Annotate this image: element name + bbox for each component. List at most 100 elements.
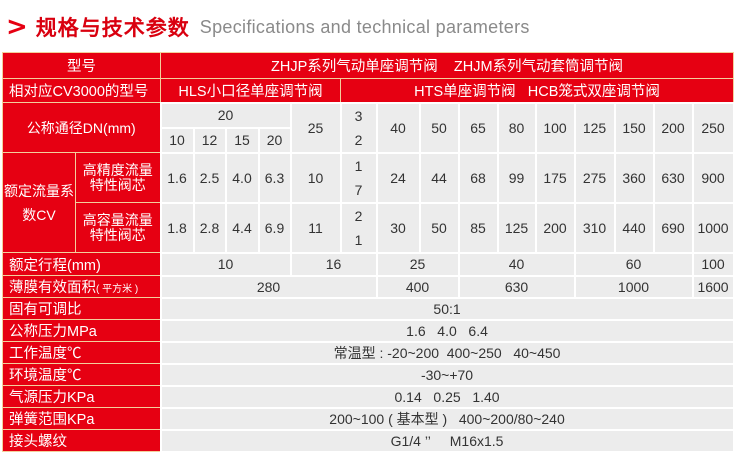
spec-row: 弹簧范围KPa 200~100 ( 基本型 ) 400~200/80~240 — [2, 406, 735, 431]
spec-label: 接头螺纹 — [2, 429, 161, 452]
dn-cell: 50 — [418, 101, 460, 154]
dn-cell: 40 — [375, 101, 421, 154]
spec-row: 接头螺纹 G1/4 ’’ M16x1.5 — [2, 428, 735, 453]
stroke-row: 额定行程(mm) 10 16 25 40 60 100 — [2, 251, 735, 277]
dn-cell: 80 — [496, 101, 537, 154]
cv-cell: 44 — [418, 151, 460, 204]
model-label: 型号 — [2, 52, 161, 79]
spec-value: 0.14 0.25 1.40 — [159, 384, 735, 409]
dn-cell: 125 — [573, 101, 616, 154]
cv3000-hls: HLS小口径单座调节阀 — [160, 78, 341, 103]
cv-cell: 30 — [375, 201, 421, 254]
spec-row: 公称压力MPa 1.6 4.0 6.4 — [2, 318, 735, 343]
title-english: Specifications and technical parameters — [199, 16, 530, 37]
stroke-cell: 16 — [289, 251, 378, 277]
cv-cell: 10 — [289, 151, 342, 204]
cv-cell: 630 — [652, 151, 694, 204]
cv-cell: 125 — [496, 201, 537, 254]
area-cell: 400 — [375, 274, 460, 299]
stroke-cell: 10 — [159, 251, 292, 277]
area-unit: ( 平方米 ) — [96, 284, 139, 295]
cv3000-row: 相对应CV3000的型号 HLS小口径单座调节阀 HTS单座调节阀 HCB笼式双… — [2, 78, 735, 103]
stroke-cell: 40 — [457, 251, 576, 277]
area-label-cell: 薄膜有效面积( 平方米 ) — [2, 275, 161, 298]
cv-label: 额定流量系数CV — [2, 152, 76, 253]
cv-cell: 1.6 — [159, 151, 195, 204]
cv-cell: 99 — [496, 151, 537, 204]
cv-high-capacity-row: 高容量流量特性阀芯 1.8 2.8 4.4 6.9 11 21 30 50 85 125 200 31… — [3, 201, 735, 254]
stroke-cell: 25 — [375, 251, 460, 277]
spec-row: 固有可调比 50:1 — [2, 296, 735, 321]
spec-label: 固有可调比 — [2, 297, 161, 320]
cv-cell: 360 — [613, 151, 655, 204]
cv-cell: 1.8 — [159, 201, 195, 254]
cv-cell: 6.9 — [257, 201, 292, 254]
dn-sub-cell: 10 — [159, 126, 195, 154]
spec-label: 弹簧范围KPa — [2, 407, 161, 430]
spec-label: 环境温度℃ — [2, 363, 161, 386]
model-value: ZHJP系列气动单座调节阀 ZHJM系列气动套筒调节阀 — [159, 52, 735, 79]
cv-cell: 175 — [534, 151, 576, 204]
spec-value: -30~+70 — [159, 362, 735, 387]
cv-cell: 275 — [573, 151, 616, 204]
area-cell: 280 — [159, 274, 378, 299]
title-chinese: 规格与技术参数 — [35, 15, 190, 40]
dn-sub-row: 10 12 15 20 — [3, 126, 734, 154]
cv-cell: 4.4 — [224, 201, 260, 254]
cv-cell: 690 — [652, 201, 694, 254]
spec-row: 气源压力KPa 0.14 0.25 1.40 — [2, 384, 735, 409]
cv-cell: 4.0 — [224, 151, 260, 204]
spec-label: 工作温度℃ — [2, 341, 161, 364]
spec-row: 工作温度℃ 常温型 : -20~200 400~250 40~450 — [2, 340, 735, 365]
dn-sub-cell: 20 — [257, 126, 292, 154]
spec-value: 1.6 4.0 6.4 — [159, 318, 735, 343]
dn-cell: 150 — [613, 101, 655, 154]
cv-cell: 900 — [691, 151, 735, 204]
dn-cell: 100 — [534, 101, 576, 154]
dn-row: 公称通径DN(mm) 20 25 32 40 50 65 80 100 125 … — [2, 101, 735, 154]
spec-table: 型号 ZHJP系列气动单座调节阀 ZHJM系列气动套筒调节阀 相对应CV3000… — [2, 52, 735, 453]
area-label: 薄膜有效面积 — [9, 280, 96, 296]
stroke-label: 额定行程(mm) — [2, 252, 161, 276]
chevron-right-icon: > — [6, 12, 28, 42]
cv3000-label: 相对应CV3000的型号 — [2, 78, 161, 103]
cv-high-capacity-label: 高容量流量特性阀芯 — [75, 202, 161, 253]
area-cell: 1600 — [691, 274, 735, 299]
spec-value: 常温型 : -20~200 400~250 40~450 — [159, 340, 735, 365]
cv-cell: 2.5 — [192, 151, 227, 204]
cv-cell: 310 — [573, 201, 616, 254]
cv-cell: 17 — [339, 151, 378, 204]
cv-cell: 68 — [457, 151, 499, 204]
cv-cell: 50 — [418, 201, 460, 254]
spec-row: 环境温度℃ -30~+70 — [2, 362, 735, 387]
area-cell: 1000 — [573, 274, 694, 299]
cv-cell: 24 — [375, 151, 421, 204]
spec-value: 50:1 — [159, 296, 735, 321]
cv-cell: 21 — [339, 201, 378, 254]
dn-sub-cell: 12 — [192, 126, 227, 154]
spec-label: 气源压力KPa — [2, 385, 161, 408]
cv-cell: 1000 — [691, 201, 735, 254]
cv-cell: 11 — [289, 201, 342, 254]
section-title: > 规格与技术参数 Specifications and technical p… — [6, 12, 530, 42]
spec-value: G1/4 ’’ M16x1.5 — [159, 428, 735, 453]
stroke-cell: 100 — [691, 251, 735, 277]
dn-cell: 25 — [289, 101, 342, 154]
dn-sub-cell: 15 — [224, 126, 260, 154]
stroke-cell: 60 — [573, 251, 694, 277]
dn-cell: 250 — [691, 101, 735, 154]
cv-cell: 440 — [613, 201, 655, 254]
spec-label: 公称压力MPa — [2, 319, 161, 342]
cv-cell: 6.3 — [257, 151, 292, 204]
model-row: 型号 ZHJP系列气动单座调节阀 ZHJM系列气动套筒调节阀 — [2, 52, 735, 79]
area-cell: 630 — [457, 274, 576, 299]
dn-label: 公称通径DN(mm) — [2, 102, 161, 153]
cv-cell: 2.8 — [192, 201, 227, 254]
cv-cell: 85 — [457, 201, 499, 254]
cv-high-precision-row: 额定流量系数CV 高精度流量特性阀芯 1.6 2.5 4.0 6.3 10 17 24 44 6… — [2, 151, 735, 253]
dn-cell: 200 — [652, 101, 694, 154]
cv3000-hts-hcb: HTS单座调节阀 HCB笼式双座调节阀 — [339, 78, 735, 103]
dn-group: 20 — [159, 101, 292, 129]
cv-high-precision-label: 高精度流量特性阀芯 — [75, 152, 161, 203]
dn-cell: 65 — [457, 101, 499, 154]
